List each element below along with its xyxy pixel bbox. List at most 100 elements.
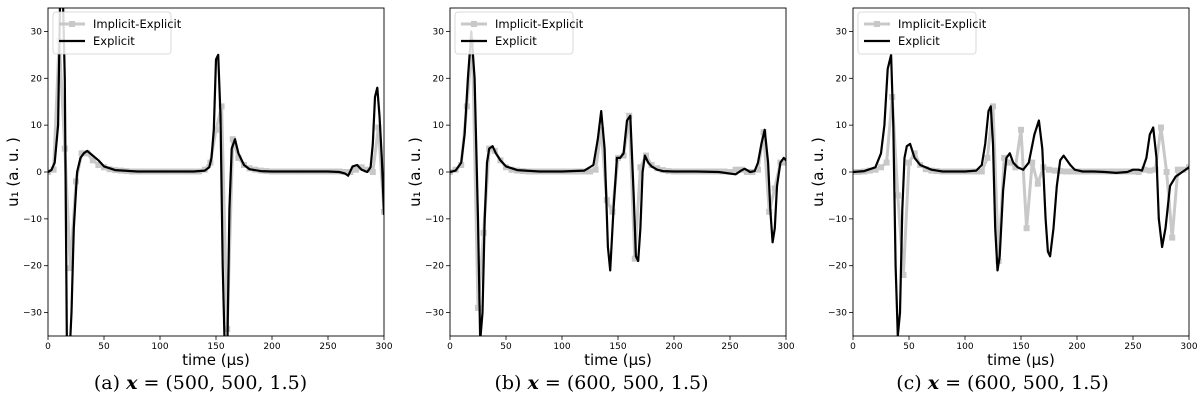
data-point xyxy=(620,152,627,159)
data-point xyxy=(587,168,593,175)
chart-panel-b: 0 50 100 150 200 250 300 −30 −20 −10 0 10 20 30 time (… xyxy=(406,7,795,369)
y-axis-label: u₁ (a. u. ) xyxy=(809,137,827,207)
data-point xyxy=(213,126,219,133)
x-tick-label: 150 xyxy=(1012,342,1029,352)
caption-coordinates: = (600, 500, 1.5) xyxy=(544,372,709,394)
plot-area xyxy=(853,53,1189,336)
x-tick-label: 50 xyxy=(500,342,512,352)
data-point xyxy=(364,166,371,173)
data-point xyxy=(1068,168,1075,175)
data-point xyxy=(458,162,465,168)
plot-area xyxy=(48,8,384,336)
legend-label: Implicit-Explicit xyxy=(93,17,182,31)
data-point xyxy=(883,159,890,166)
data-point xyxy=(1113,168,1120,175)
data-point xyxy=(229,136,236,143)
data-point xyxy=(1158,124,1164,131)
chart-panel-a: 0 50 100 150 200 250 300 −30 −20 −10 0 10 20 30 time (… xyxy=(4,7,393,369)
data-point xyxy=(78,150,85,157)
data-point xyxy=(1023,225,1030,232)
legend-marker xyxy=(69,21,75,27)
data-point xyxy=(1135,169,1142,175)
chart-panel-c: 0 50 100 150 200 250 300 −30 −20 −10 0 10 20 30 time (… xyxy=(809,7,1198,369)
data-point xyxy=(375,124,382,131)
data-point xyxy=(872,166,879,173)
x-tick-label: 100 xyxy=(956,342,973,352)
data-point xyxy=(755,166,761,173)
data-point xyxy=(1163,169,1170,175)
x-tick-label: 0 xyxy=(45,342,51,352)
x-tick-label: 150 xyxy=(207,342,224,352)
data-point xyxy=(911,150,918,157)
data-point xyxy=(1152,166,1159,173)
data-point xyxy=(358,164,365,171)
y-tick-label: −20 xyxy=(828,262,847,272)
legend-marker xyxy=(471,21,477,27)
x-tick-label: 300 xyxy=(777,342,794,352)
x-tick-label: 250 xyxy=(721,342,738,352)
x-tick-label: 200 xyxy=(1068,342,1085,352)
data-point xyxy=(89,157,96,164)
caption-coordinates: = (600, 500, 1.5) xyxy=(945,372,1109,394)
y-tick-label: −30 xyxy=(828,309,847,319)
data-point xyxy=(592,166,599,173)
caption-coordinates: = (500, 500, 1.5) xyxy=(143,372,308,394)
y-tick-label: −30 xyxy=(425,309,444,319)
data-point xyxy=(1174,166,1181,173)
y-tick-label: 30 xyxy=(836,27,848,37)
x-tick-label: 100 xyxy=(151,342,168,352)
y-tick-label: 0 xyxy=(841,168,847,178)
data-point xyxy=(766,208,773,215)
data-point xyxy=(894,192,901,199)
data-point xyxy=(67,265,74,272)
y-tick-label: 10 xyxy=(31,121,43,131)
x-tick-label: 300 xyxy=(375,342,392,352)
data-point xyxy=(598,126,605,133)
data-point xyxy=(878,164,884,171)
x-tick-label: 200 xyxy=(665,342,682,352)
data-point xyxy=(353,166,359,173)
data-point xyxy=(1046,166,1052,173)
caption-label: (b) xyxy=(494,372,522,394)
data-point xyxy=(341,169,348,175)
data-point xyxy=(1057,168,1064,175)
legend-label: Explicit xyxy=(898,34,940,48)
legend-label: Implicit-Explicit xyxy=(898,17,987,31)
data-point xyxy=(218,103,225,110)
y-tick-label: 30 xyxy=(433,27,445,37)
caption-variable: x xyxy=(527,372,539,394)
data-point xyxy=(1141,166,1148,173)
x-tick-label: 300 xyxy=(1180,342,1197,352)
data-point xyxy=(866,167,873,174)
y-tick-label: −10 xyxy=(828,215,847,225)
data-point xyxy=(922,166,929,173)
x-tick-label: 50 xyxy=(903,342,915,352)
x-axis-label: time (μs) xyxy=(987,351,1055,369)
y-tick-label: −20 xyxy=(425,262,444,272)
caption-b: (b) x = (600, 500, 1.5) xyxy=(401,372,802,394)
y-tick-label: −20 xyxy=(23,262,42,272)
data-point xyxy=(1062,168,1069,175)
caption-label: (c) xyxy=(896,372,922,394)
data-point xyxy=(1001,154,1008,161)
y-tick-label: −10 xyxy=(23,215,42,225)
y-tick-label: 10 xyxy=(433,121,445,131)
data-point xyxy=(95,162,102,168)
x-tick-label: 0 xyxy=(850,342,856,352)
y-tick-label: 10 xyxy=(836,121,848,131)
data-point xyxy=(1034,180,1041,187)
y-tick-label: 0 xyxy=(438,168,444,178)
data-point xyxy=(654,165,661,172)
data-point xyxy=(900,272,907,279)
data-point xyxy=(984,154,991,161)
data-point xyxy=(381,208,384,215)
data-point xyxy=(1130,168,1136,175)
y-axis-label: u₁ (a. u. ) xyxy=(4,137,22,207)
plot-area xyxy=(450,30,786,336)
data-point xyxy=(906,159,912,166)
data-point xyxy=(721,168,728,175)
x-tick-label: 200 xyxy=(263,342,280,352)
legend-label: Explicit xyxy=(93,34,135,48)
data-point xyxy=(783,159,786,166)
